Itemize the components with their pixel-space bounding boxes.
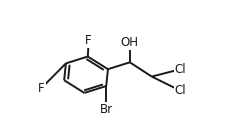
Text: OH: OH [120, 36, 138, 49]
Text: Cl: Cl [174, 63, 186, 76]
Text: F: F [85, 34, 92, 47]
Text: F: F [38, 82, 45, 95]
Text: Br: Br [99, 103, 112, 116]
Text: Cl: Cl [174, 84, 186, 97]
